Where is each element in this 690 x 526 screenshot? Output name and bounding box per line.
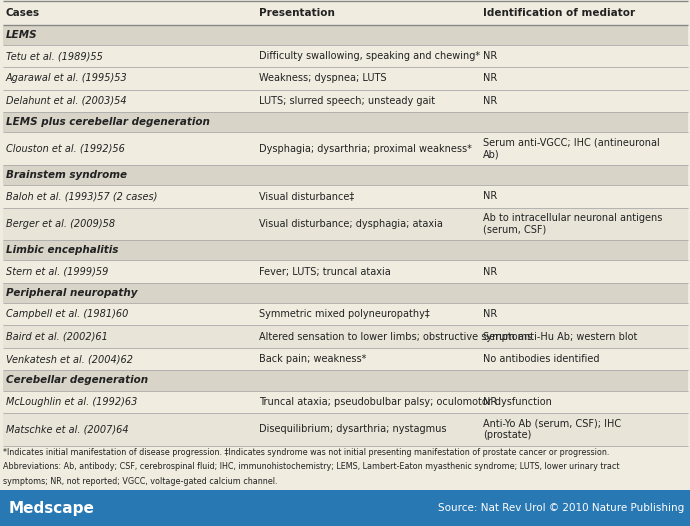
Bar — [3, 326, 688, 348]
Text: Disequilibrium; dysarthria; nystagmus: Disequilibrium; dysarthria; nystagmus — [259, 424, 446, 434]
Text: Campbell et al. (1981)60: Campbell et al. (1981)60 — [6, 309, 128, 319]
Text: Baloh et al. (1993)57 (2 cases): Baloh et al. (1993)57 (2 cases) — [6, 191, 157, 201]
Text: Delahunt et al. (2003)54: Delahunt et al. (2003)54 — [6, 96, 126, 106]
Text: Medscape: Medscape — [8, 501, 94, 515]
Text: Anti-Yo Ab (serum, CSF); IHC
(prostate): Anti-Yo Ab (serum, CSF); IHC (prostate) — [483, 419, 621, 440]
Text: Visual disturbance; dysphagia; ataxia: Visual disturbance; dysphagia; ataxia — [259, 219, 442, 229]
Text: Dysphagia; dysarthria; proximal weakness*: Dysphagia; dysarthria; proximal weakness… — [259, 144, 472, 154]
Bar — [3, 413, 688, 446]
Bar — [3, 240, 688, 260]
Text: LEMS: LEMS — [6, 30, 37, 40]
Text: NR: NR — [483, 309, 497, 319]
Text: Peripheral neuropathy: Peripheral neuropathy — [6, 288, 137, 298]
Text: Clouston et al. (1992)56: Clouston et al. (1992)56 — [6, 144, 124, 154]
Bar — [3, 283, 688, 303]
Bar — [3, 165, 688, 185]
Text: LUTS; slurred speech; unsteady gait: LUTS; slurred speech; unsteady gait — [259, 96, 435, 106]
Text: Presentation: Presentation — [259, 8, 335, 18]
Bar — [3, 25, 688, 45]
Text: NR: NR — [483, 267, 497, 277]
Text: *Indicates initial manifestation of disease progression. ‡Indicates syndrome was: *Indicates initial manifestation of dise… — [3, 448, 610, 457]
Text: Stern et al. (1999)59: Stern et al. (1999)59 — [6, 267, 108, 277]
Text: Source: Nat Rev Urol © 2010 Nature Publishing: Source: Nat Rev Urol © 2010 Nature Publi… — [438, 503, 684, 513]
Text: Matschke et al. (2007)64: Matschke et al. (2007)64 — [6, 424, 128, 434]
Bar — [3, 370, 688, 390]
Text: Back pain; weakness*: Back pain; weakness* — [259, 354, 366, 364]
Text: NR: NR — [483, 74, 497, 84]
Text: No antibodies identified: No antibodies identified — [483, 354, 600, 364]
Text: Berger et al. (2009)58: Berger et al. (2009)58 — [6, 219, 115, 229]
Text: NR: NR — [483, 51, 497, 61]
Text: NR: NR — [483, 96, 497, 106]
Text: symptoms; NR, not reported; VGCC, voltage-gated calcium channel.: symptoms; NR, not reported; VGCC, voltag… — [3, 477, 278, 486]
Text: Truncal ataxia; pseudobulbar palsy; oculomotor dysfunction: Truncal ataxia; pseudobulbar palsy; ocul… — [259, 397, 551, 407]
Text: Serum anti-VGCC; IHC (antineuronal
Ab): Serum anti-VGCC; IHC (antineuronal Ab) — [483, 138, 660, 159]
Text: NR: NR — [483, 397, 497, 407]
Bar — [3, 112, 688, 133]
Text: Agarawal et al. (1995)53: Agarawal et al. (1995)53 — [6, 74, 127, 84]
Text: NR: NR — [483, 191, 497, 201]
Text: Cases: Cases — [6, 8, 39, 18]
Text: Venkatesh et al. (2004)62: Venkatesh et al. (2004)62 — [6, 354, 132, 364]
Text: McLoughlin et al. (1992)63: McLoughlin et al. (1992)63 — [6, 397, 137, 407]
Text: Weakness; dyspnea; LUTS: Weakness; dyspnea; LUTS — [259, 74, 386, 84]
Text: Fever; LUTS; truncal ataxia: Fever; LUTS; truncal ataxia — [259, 267, 391, 277]
Text: Baird et al. (2002)61: Baird et al. (2002)61 — [6, 332, 108, 342]
Text: Difficulty swallowing, speaking and chewing*: Difficulty swallowing, speaking and chew… — [259, 51, 480, 61]
Text: Cerebellar degeneration: Cerebellar degeneration — [6, 376, 148, 386]
Text: Tetu et al. (1989)55: Tetu et al. (1989)55 — [6, 51, 102, 61]
Text: Symmetric mixed polyneuropathy‡: Symmetric mixed polyneuropathy‡ — [259, 309, 429, 319]
Text: Serum anti-Hu Ab; western blot: Serum anti-Hu Ab; western blot — [483, 332, 638, 342]
Bar — [0, 490, 690, 526]
Text: Ab to intracellular neuronal antigens
(serum, CSF): Ab to intracellular neuronal antigens (s… — [483, 213, 662, 235]
Text: Visual disturbance‡: Visual disturbance‡ — [259, 191, 354, 201]
Text: Identification of mediator: Identification of mediator — [483, 8, 635, 18]
Text: Abbreviations: Ab, antibody; CSF, cerebrospinal fluid; IHC, immunohistochemistry: Abbreviations: Ab, antibody; CSF, cerebr… — [3, 462, 620, 471]
Text: LEMS plus cerebellar degeneration: LEMS plus cerebellar degeneration — [6, 117, 209, 127]
Text: Altered sensation to lower limbs; obstructive symptoms: Altered sensation to lower limbs; obstru… — [259, 332, 532, 342]
Text: Brainstem syndrome: Brainstem syndrome — [6, 170, 126, 180]
Text: Limbic encephalitis: Limbic encephalitis — [6, 245, 118, 255]
Bar — [3, 208, 688, 240]
